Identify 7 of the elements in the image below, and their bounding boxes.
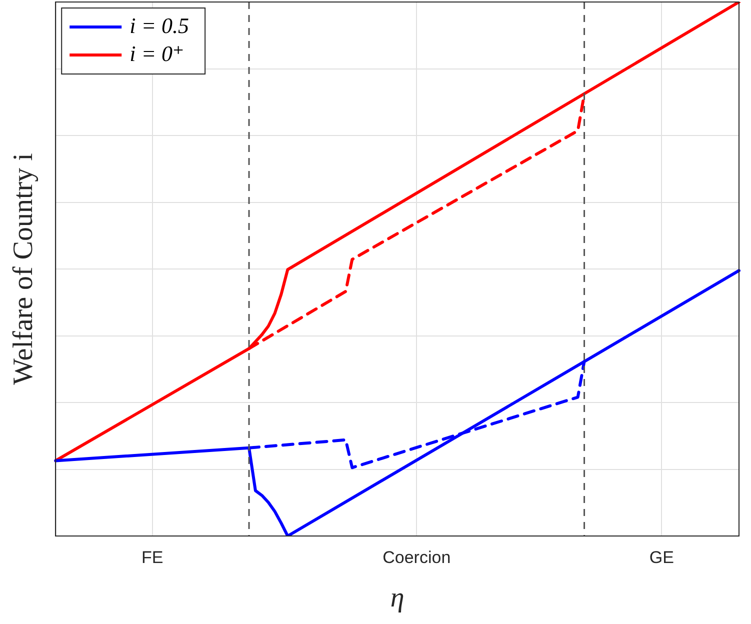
x-tick-label: FE [141,548,164,567]
y-axis-title: Welfare of Country i [8,152,40,385]
x-axis-title: η [390,582,404,614]
legend-label: i = 0⁺ [130,40,184,66]
x-tick-label: GE [649,548,674,567]
legend-label: i = 0.5 [130,12,190,38]
x-tick-label: Coercion [382,548,451,567]
